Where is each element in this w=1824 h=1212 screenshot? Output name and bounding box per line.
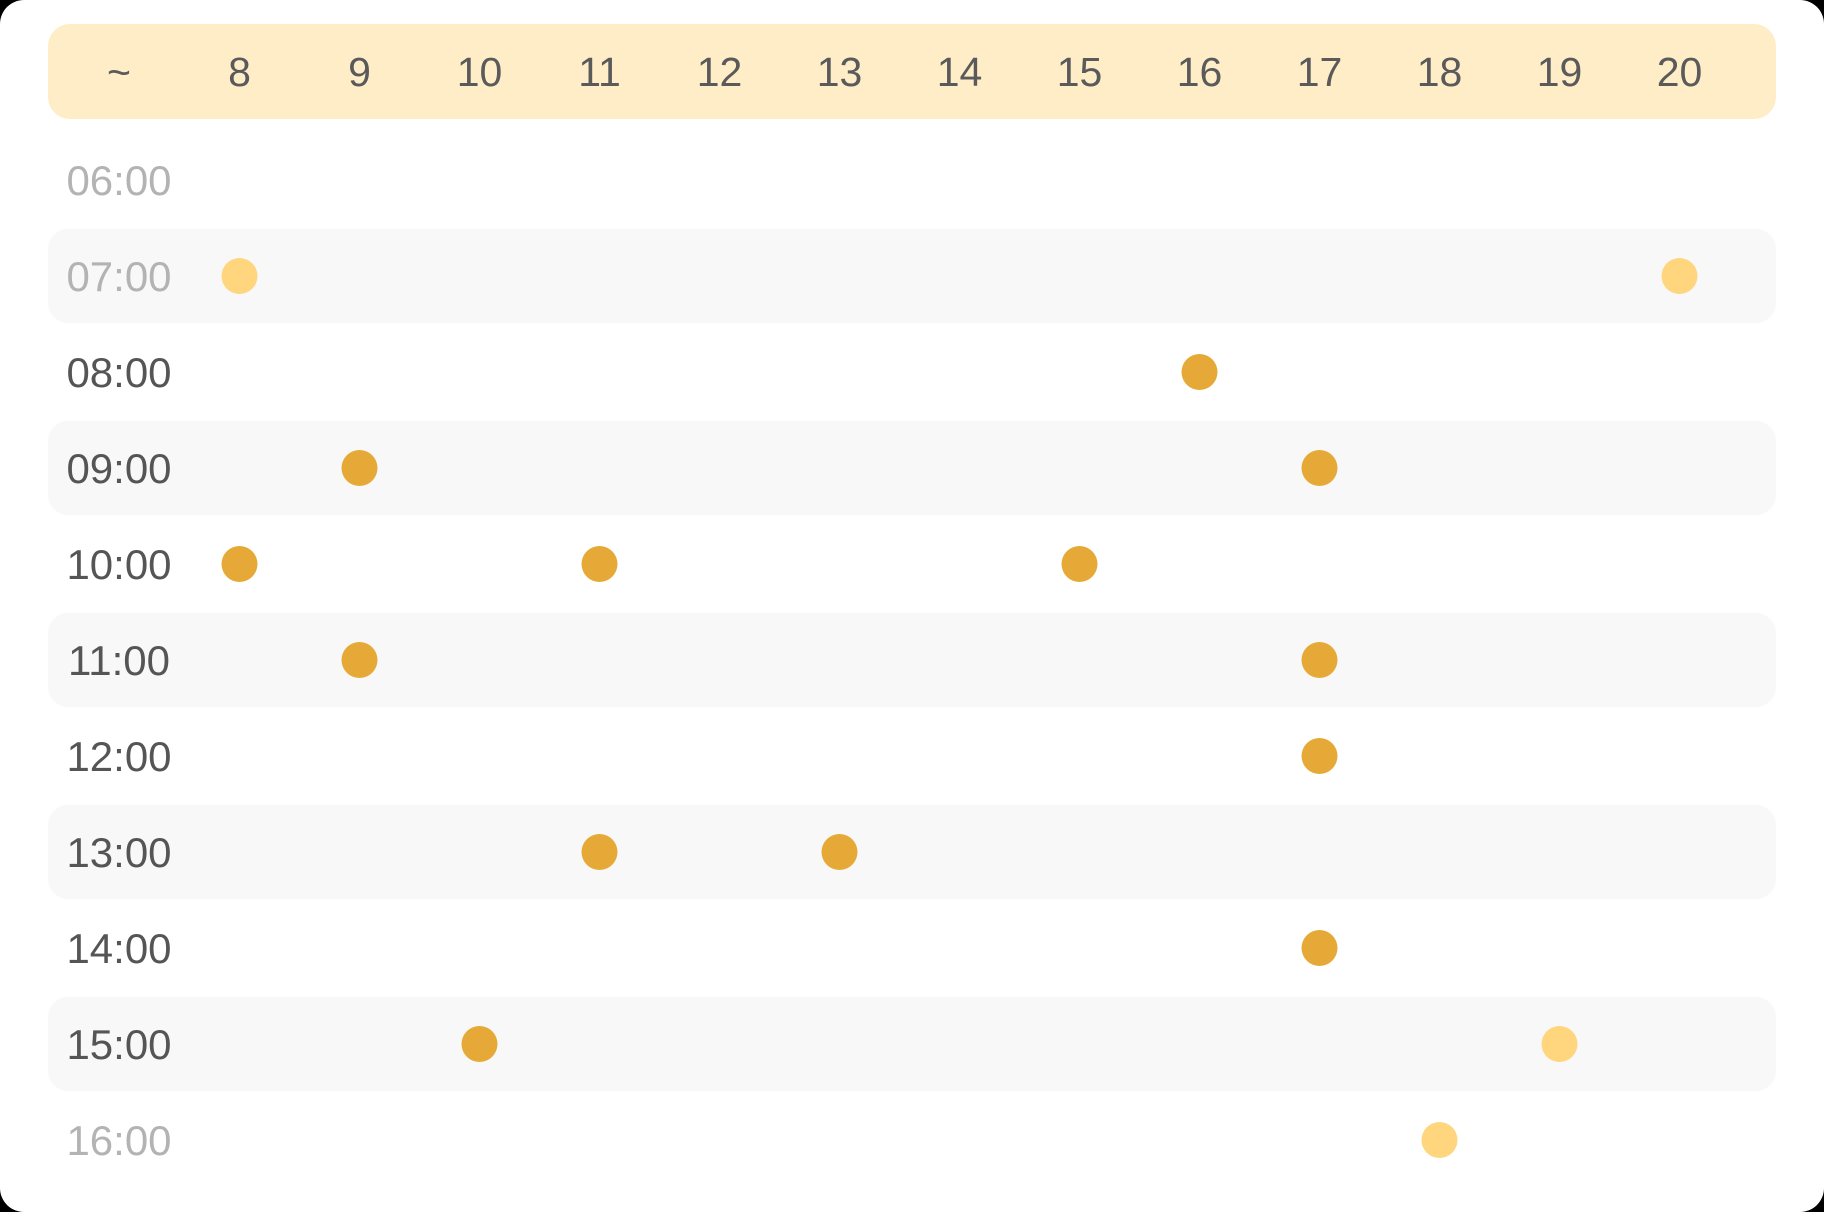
row-stripe <box>48 229 1776 323</box>
data-point-1600-18 <box>1421 1122 1458 1158</box>
row-stripe <box>48 997 1776 1091</box>
row-stripe <box>48 805 1776 899</box>
column-label: 11 <box>578 49 621 95</box>
column-label: 20 <box>1657 49 1703 95</box>
column-label: 12 <box>697 49 743 95</box>
row-label: 07:00 <box>66 253 171 300</box>
column-label: 15 <box>1057 49 1103 95</box>
data-point-1000-8 <box>221 546 258 582</box>
column-label: 18 <box>1417 49 1463 95</box>
row-label: 16:00 <box>66 1117 171 1164</box>
data-point-0700-20 <box>1661 258 1698 294</box>
row-stripe <box>48 613 1776 707</box>
column-label: 14 <box>937 49 983 95</box>
data-point-0900-9 <box>341 450 378 486</box>
row-label: 14:00 <box>66 925 171 972</box>
column-label: 10 <box>457 49 503 95</box>
row-label: 08:00 <box>66 349 171 396</box>
data-point-1000-11 <box>581 546 618 582</box>
row-label: 13:00 <box>66 829 171 876</box>
row-label: 15:00 <box>66 1021 171 1068</box>
column-label: 17 <box>1297 49 1343 95</box>
data-point-1000-15 <box>1061 546 1098 582</box>
data-point-1300-11 <box>581 834 618 870</box>
column-label: 13 <box>817 49 863 95</box>
row-label: 06:00 <box>66 157 171 204</box>
data-point-1400-17 <box>1301 930 1338 966</box>
data-point-1200-17 <box>1301 738 1338 774</box>
data-point-1500-10 <box>461 1026 498 1062</box>
header-band <box>48 24 1776 119</box>
data-point-1300-13 <box>821 834 858 870</box>
row-label: 09:00 <box>66 445 171 492</box>
data-point-0800-16 <box>1181 354 1218 390</box>
data-point-0900-17 <box>1301 450 1338 486</box>
row-label: 12:00 <box>66 733 171 780</box>
row-label: 10:00 <box>66 541 171 588</box>
corner-label: ~ <box>107 49 131 95</box>
column-label: 9 <box>348 49 371 95</box>
row-stripe <box>48 421 1776 515</box>
data-point-0700-8 <box>221 258 258 294</box>
column-label: 16 <box>1177 49 1223 95</box>
data-point-1500-19 <box>1541 1026 1578 1062</box>
column-label: 8 <box>228 49 251 95</box>
column-label: 19 <box>1537 49 1583 95</box>
data-point-1100-9 <box>341 642 378 678</box>
data-point-1100-17 <box>1301 642 1338 678</box>
row-label: 11:00 <box>68 637 170 684</box>
